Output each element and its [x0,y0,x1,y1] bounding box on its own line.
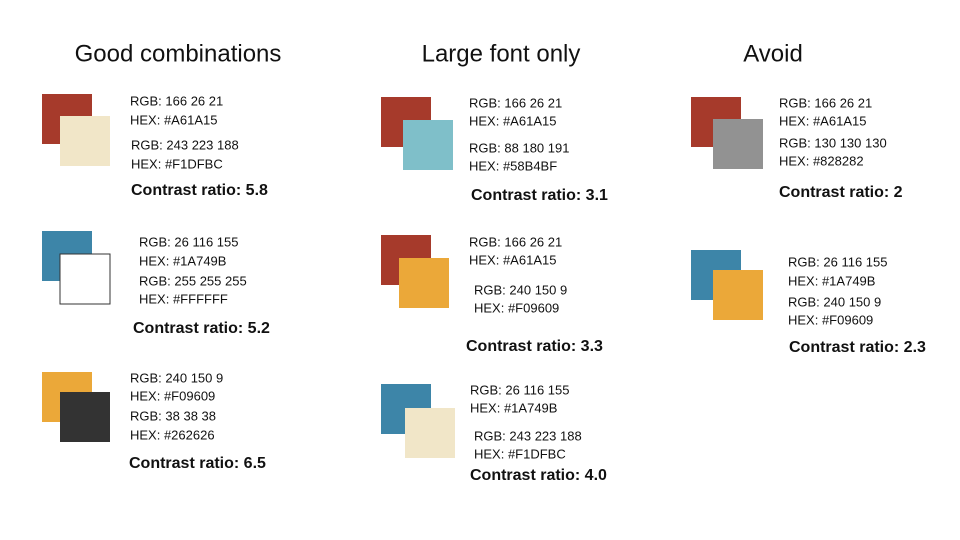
hex-label: HEX: #F1DFBC [131,156,223,171]
hex-label: HEX: #A61A15 [130,112,217,127]
color-swatch [713,119,763,169]
rgb-label: RGB: 255 255 255 [139,273,247,288]
rgb-label: RGB: 166 26 21 [469,95,562,110]
rgb-label: RGB: 130 130 130 [779,135,887,150]
rgb-label: RGB: 26 116 155 [788,254,888,269]
rgb-label: RGB: 166 26 21 [779,95,872,110]
hex-label: HEX: #F1DFBC [474,446,566,461]
contrast-ratio: Contrast ratio: 5.2 [133,320,270,337]
column-title: Avoid [743,40,803,67]
color-swatch [59,253,111,305]
rgb-label: RGB: 38 38 38 [130,408,216,423]
hex-label: HEX: #A61A15 [469,252,556,267]
rgb-label: RGB: 88 180 191 [469,140,569,155]
rgb-label: RGB: 243 223 188 [474,428,582,443]
hex-label: HEX: #F09609 [474,300,559,315]
hex-label: HEX: #1A749B [788,273,875,288]
hex-label: HEX: #58B4BF [469,158,557,173]
contrast-ratio: Contrast ratio: 6.5 [129,455,266,472]
color-swatch [60,116,110,166]
contrast-ratio: Contrast ratio: 2.3 [789,339,926,356]
hex-label: HEX: #828282 [779,153,864,168]
contrast-ratio: Contrast ratio: 3.1 [471,187,608,204]
hex-label: HEX: #FFFFFF [139,291,228,306]
hex-label: HEX: #A61A15 [779,113,866,128]
rgb-label: RGB: 243 223 188 [131,137,239,152]
rgb-label: RGB: 166 26 21 [469,234,562,249]
color-swatch [403,120,453,170]
hex-label: HEX: #A61A15 [469,113,556,128]
color-swatch [405,408,455,458]
hex-label: HEX: #F09609 [130,388,215,403]
contrast-ratio: Contrast ratio: 2 [779,184,903,201]
contrast-ratio: Contrast ratio: 5.8 [131,182,268,199]
hex-label: HEX: #262626 [130,427,215,442]
rgb-label: RGB: 240 150 9 [130,370,223,385]
rgb-label: RGB: 240 150 9 [788,294,881,309]
rgb-label: RGB: 166 26 21 [130,93,223,108]
hex-label: HEX: #F09609 [788,312,873,327]
color-swatch [713,270,763,320]
column-title: Large font only [422,40,581,67]
rgb-label: RGB: 240 150 9 [474,282,567,297]
contrast-ratio: Contrast ratio: 4.0 [470,467,607,484]
contrast-ratio: Contrast ratio: 3.3 [466,338,603,355]
color-swatch [399,258,449,308]
hex-label: HEX: #1A749B [139,253,226,268]
column-title: Good combinations [75,40,282,67]
hex-label: HEX: #1A749B [470,400,557,415]
color-swatch [60,392,110,442]
rgb-label: RGB: 26 116 155 [470,382,570,397]
rgb-label: RGB: 26 116 155 [139,234,239,249]
